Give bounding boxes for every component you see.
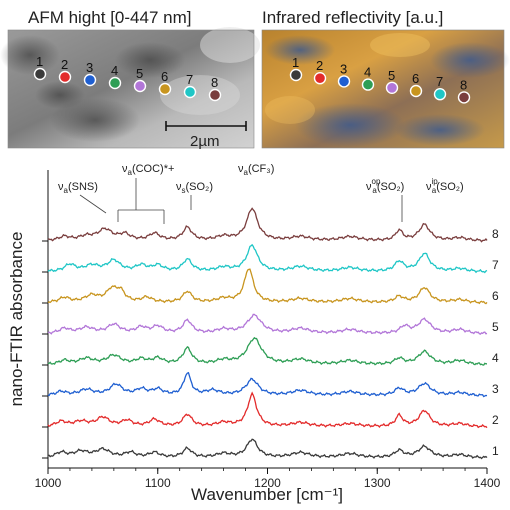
afm-marker-8 (208, 88, 222, 102)
afm-image (0, 27, 260, 149)
series-line-4 (47, 336, 488, 366)
series-labels: 1 2 3 4 5 6 7 8 (492, 227, 499, 458)
afm-marker-label-2: 2 (61, 57, 68, 72)
series-label-8: 8 (492, 227, 499, 241)
x-tick-label: 1000 (35, 476, 62, 490)
x-axis-label: Wavenumber [cm⁻¹] (191, 485, 343, 504)
afm-marker-label-5: 5 (136, 66, 143, 81)
ir-marker-label-7: 7 (436, 74, 443, 89)
x-tick-label: 1100 (145, 476, 171, 490)
x-tick-label: 1300 (364, 476, 391, 490)
series-label-2: 2 (492, 413, 499, 427)
series-line-3 (47, 371, 488, 398)
afm-title: AFM hight [0-447 nm] (28, 8, 191, 27)
x-tick-label: 1200 (254, 476, 281, 490)
afm-marker-label-3: 3 (86, 60, 93, 75)
afm-marker-7 (183, 85, 197, 99)
series-line-7 (47, 243, 488, 274)
band-annotations: νa(SNS) νa(COC)*+ νs(SO₂) νa(CF₃) νop a(S… (58, 163, 464, 224)
annotation-sns-label: νa(SNS) (58, 181, 98, 195)
series-line-5 (47, 313, 488, 335)
annotation-cf3: νa(CF₃) (238, 163, 274, 177)
ir-marker-3 (337, 75, 351, 88)
annotation-so2-ip: νip a(SO₂) (426, 177, 464, 195)
afm-marker-5 (133, 79, 147, 93)
afm-marker-label-4: 4 (111, 63, 118, 78)
series-label-3: 3 (492, 382, 499, 396)
annotation-so2-op-label: νop a(SO₂) (366, 177, 404, 195)
ir-marker-8 (457, 91, 471, 104)
afm-marker-2 (58, 70, 72, 84)
series-label-1: 1 (492, 444, 499, 458)
series-line-6 (47, 268, 488, 305)
annotation-sns: νa(SNS) (58, 181, 107, 214)
ir-marker-1 (289, 68, 303, 82)
series-label-4: 4 (492, 351, 499, 365)
series-line-2 (47, 391, 488, 429)
series-label-6: 6 (492, 289, 499, 303)
y-ticks (42, 240, 48, 459)
y-axis-label: nano-FTIR absorbance (7, 232, 26, 407)
ir-marker-7 (433, 87, 447, 101)
afm-marker-label-7: 7 (186, 72, 193, 87)
scale-bar-label: 2µm (190, 133, 219, 150)
afm-marker-label-8: 8 (211, 75, 218, 90)
spectra-series (47, 207, 488, 460)
annotation-so2-ip-label: νip a(SO₂) (426, 177, 464, 195)
series-line-8 (47, 207, 488, 243)
afm-marker-6 (158, 82, 172, 96)
ir-title: Infrared reflectivity [a.u.] (262, 8, 443, 27)
afm-marker-label-6: 6 (161, 69, 168, 84)
ir-marker-6 (409, 84, 423, 98)
ir-image (261, 29, 510, 149)
annotation-so2-s: νs(SO₂) (176, 181, 213, 210)
annotation-coc-label: νa(COC)*+ (122, 163, 174, 177)
ir-marker-2 (313, 71, 327, 85)
afm-marker-4 (108, 76, 122, 90)
afm-marker-3 (83, 73, 97, 87)
annotation-cf3-label: νa(CF₃) (238, 163, 274, 177)
ir-marker-label-6: 6 (412, 71, 419, 86)
x-ticks: 1000 1100 1200 1300 1400 (35, 468, 501, 490)
ir-marker-label-3: 3 (340, 61, 347, 76)
ir-marker-label-8: 8 (460, 77, 467, 92)
x-tick-label: 1400 (474, 476, 501, 490)
ir-marker-label-5: 5 (388, 68, 395, 83)
position-markers: 1 2 3 4 5 6 7 8 1 2 3 4 5 6 7 8 (33, 54, 471, 104)
ir-marker-label-4: 4 (364, 65, 371, 80)
series-label-7: 7 (492, 258, 499, 272)
spectra-plot: 1000 1100 1200 1300 1400 1 2 3 4 5 6 7 8 Wavenumber… (7, 170, 501, 504)
afm-marker-1 (33, 67, 47, 81)
annotation-coc: νa(COC)*+ (117, 163, 174, 224)
annotation-so2-op: νop a(SO₂) (366, 177, 404, 222)
annotation-so2-s-label: νs(SO₂) (176, 181, 213, 195)
series-label-5: 5 (492, 320, 499, 334)
ir-marker-label-1: 1 (292, 55, 299, 70)
afm-marker-label-1: 1 (36, 54, 43, 69)
ir-marker-label-2: 2 (316, 58, 323, 73)
scale-bar: 2µm (165, 121, 247, 150)
ir-marker-5 (385, 81, 399, 95)
series-line-1 (48, 438, 488, 460)
ir-marker-4 (361, 78, 375, 91)
